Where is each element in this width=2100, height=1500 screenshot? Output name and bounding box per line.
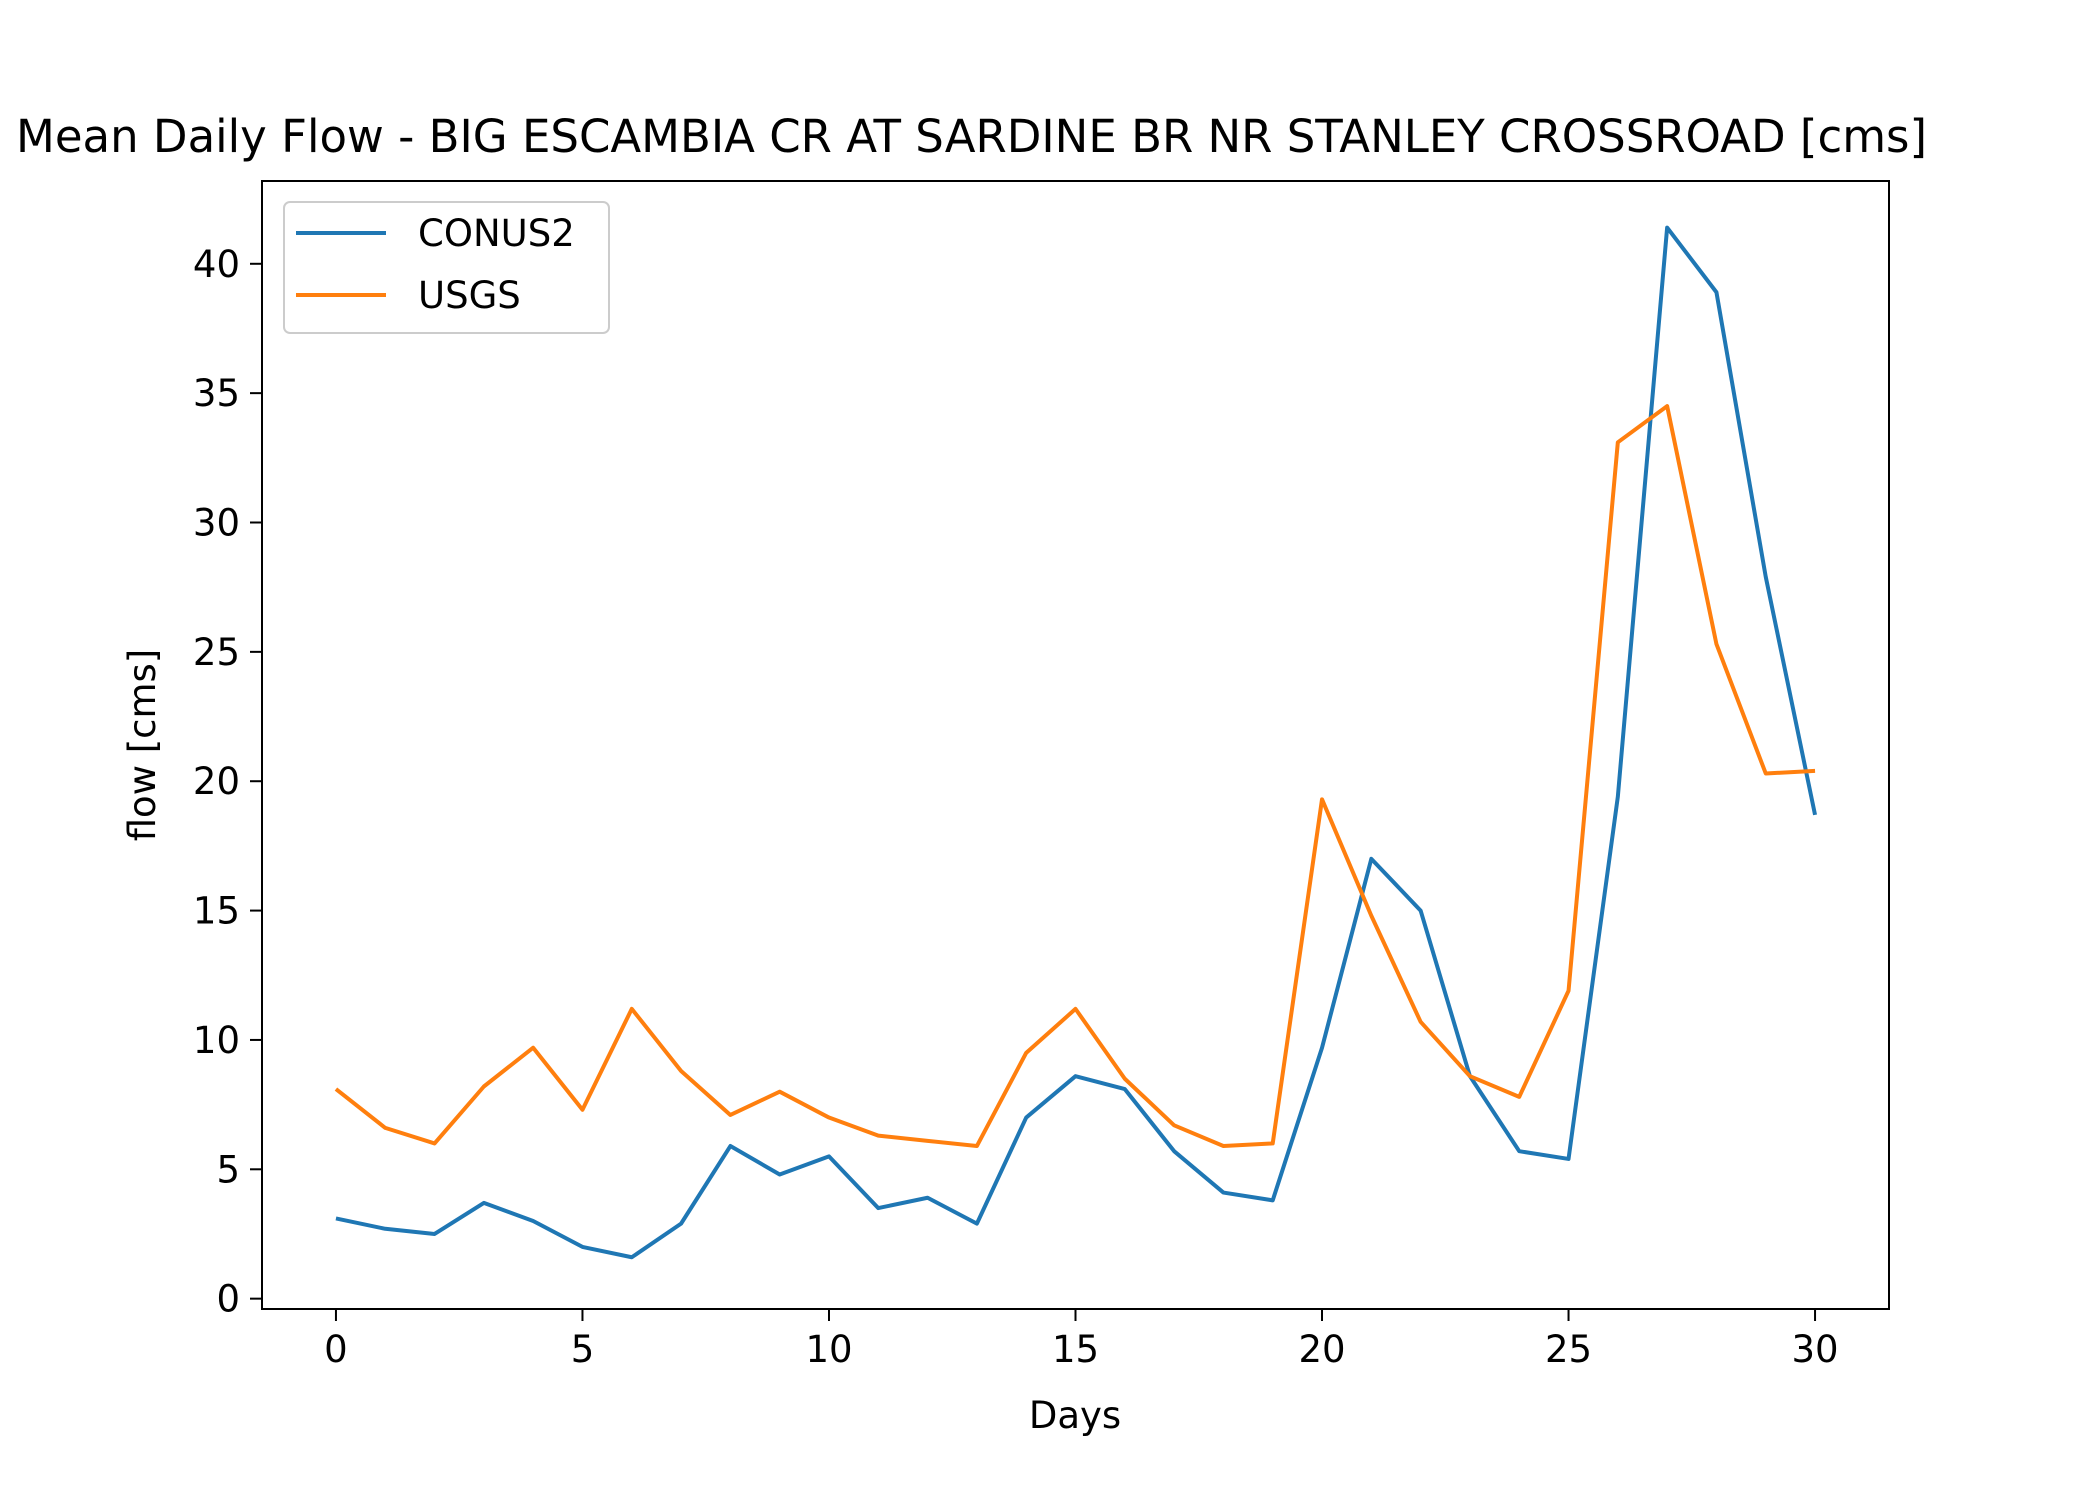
legend-label-usgs: USGS: [418, 274, 521, 317]
series-line-usgs: [334, 404, 1816, 1149]
y-axis-label: flow [cms]: [121, 649, 164, 842]
series-lines: [334, 225, 1818, 1260]
y-tick-label: 0: [216, 1278, 240, 1321]
series-line-conus2: [335, 225, 1818, 1260]
y-tick-label: 15: [193, 890, 240, 933]
x-tick-label: 0: [324, 1328, 348, 1371]
x-tick-label: 15: [1052, 1328, 1099, 1371]
x-tick-label: 5: [571, 1328, 595, 1371]
y-axis-ticks: 0 5 10 15 20 25 30 35 40: [193, 243, 262, 1321]
y-tick-label: 25: [193, 631, 240, 674]
x-tick-label: 10: [805, 1328, 852, 1371]
x-tick-label: 25: [1545, 1328, 1592, 1371]
x-tick-label: 30: [1791, 1328, 1838, 1371]
legend-label-conus2: CONUS2: [418, 212, 575, 255]
y-tick-label: 40: [193, 243, 240, 286]
y-tick-label: 30: [193, 502, 240, 545]
x-tick-label: 20: [1298, 1328, 1345, 1371]
x-axis-label: Days: [1029, 1394, 1121, 1437]
y-tick-label: 35: [193, 372, 240, 415]
chart-title: Mean Daily Flow - BIG ESCAMBIA CR AT SAR…: [16, 110, 1927, 163]
y-tick-label: 5: [216, 1148, 240, 1191]
y-tick-label: 10: [193, 1019, 240, 1062]
legend: CONUS2 USGS: [283, 201, 610, 334]
plot-area-frame: [261, 180, 1890, 1310]
y-tick-label: 20: [193, 760, 240, 803]
x-axis-ticks: 0 5 10 15 20 25 30: [324, 1309, 1839, 1371]
